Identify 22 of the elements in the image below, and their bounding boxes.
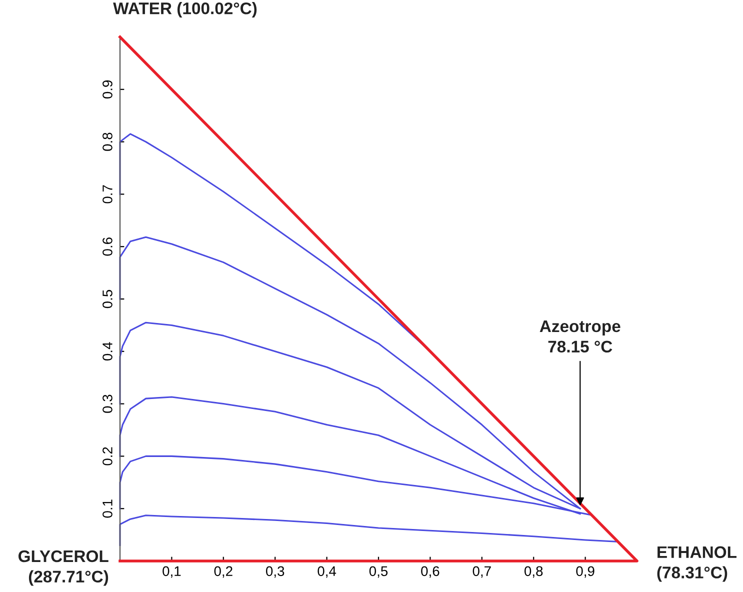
- x-tick-label: 0,8: [524, 566, 543, 578]
- y-tick-label: 0.7: [102, 185, 112, 204]
- annotation: ETHANOL (78.31°C): [657, 546, 736, 582]
- x-tick-label: 0,5: [369, 566, 388, 578]
- x-tick-label: 0,1: [162, 566, 181, 578]
- y-tick-label: 0.5: [102, 290, 112, 308]
- x-tick-label: 0,2: [214, 566, 232, 578]
- y-tick-label: 0.4: [102, 342, 112, 361]
- y-tick-label: 0.9: [102, 80, 112, 99]
- y-tick-label: 0.3: [102, 394, 112, 413]
- x-tick-label: 0,7: [472, 566, 491, 578]
- x-tick-label: 0,3: [266, 566, 284, 578]
- x-tick-label: 0,4: [318, 566, 336, 578]
- x-tick-label: 0,9: [576, 566, 594, 578]
- y-tick-label: 0.6: [102, 238, 112, 256]
- annotation: GLYCEROL (287.71°C): [18, 550, 108, 586]
- y-tick-label: 0.8: [102, 132, 112, 151]
- x-tick-label: 0,6: [421, 566, 440, 578]
- annotation: Azeotrope 78.15 °C: [540, 320, 620, 353]
- annotation: WATER (100.02°C): [113, 2, 257, 18]
- y-tick-label: 0.1: [102, 500, 112, 518]
- y-tick-label: 0.2: [102, 447, 112, 466]
